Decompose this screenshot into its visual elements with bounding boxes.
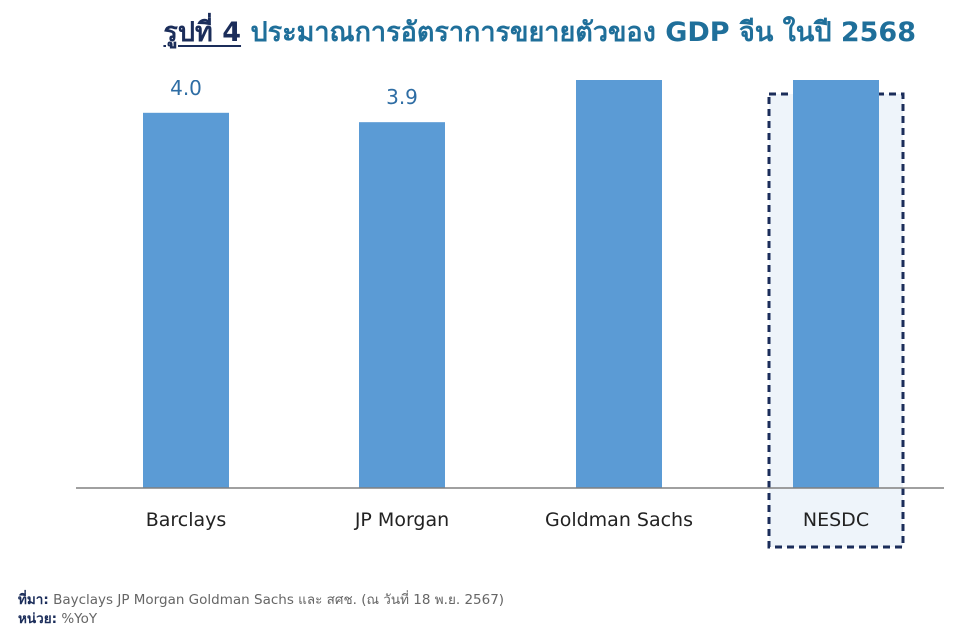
unit-label: หน่วย: [18, 611, 58, 627]
figure-label: รูปที่ 4 [163, 17, 242, 48]
source-note: ที่มา: Bayclays JP Morgan Goldman Sachs … [18, 591, 504, 610]
bar-jp-morgan [359, 122, 445, 489]
bar-nesdc [793, 80, 879, 489]
category-label-barclays: Barclays [146, 509, 227, 531]
title-text: ประมาณการอัตราการขยายตัวของ GDP จีน ในปี… [250, 17, 916, 48]
category-label-jp-morgan: JP Morgan [354, 509, 449, 531]
unit-text: %YoY [61, 611, 98, 627]
bar-goldman-sachs [576, 80, 662, 489]
value-label-jp-morgan: 3.9 [386, 85, 418, 109]
bar-barclays [143, 112, 229, 489]
unit-note: หน่วย: %YoY [18, 610, 504, 629]
chart-footer: ที่มา: Bayclays JP Morgan Goldman Sachs … [18, 591, 504, 629]
chart-title: รูปที่ 4 ประมาณการอัตราการขยายตัวของ GDP… [163, 10, 916, 53]
bars-layer [143, 80, 879, 489]
source-label: ที่มา: [18, 592, 49, 608]
value-label-barclays: 4.0 [170, 80, 202, 100]
category-label-nesdc: NESDC [803, 509, 869, 531]
source-text: Bayclays JP Morgan Goldman Sachs และ สศช… [53, 592, 505, 608]
category-label-goldman-sachs: Goldman Sachs [545, 509, 693, 531]
